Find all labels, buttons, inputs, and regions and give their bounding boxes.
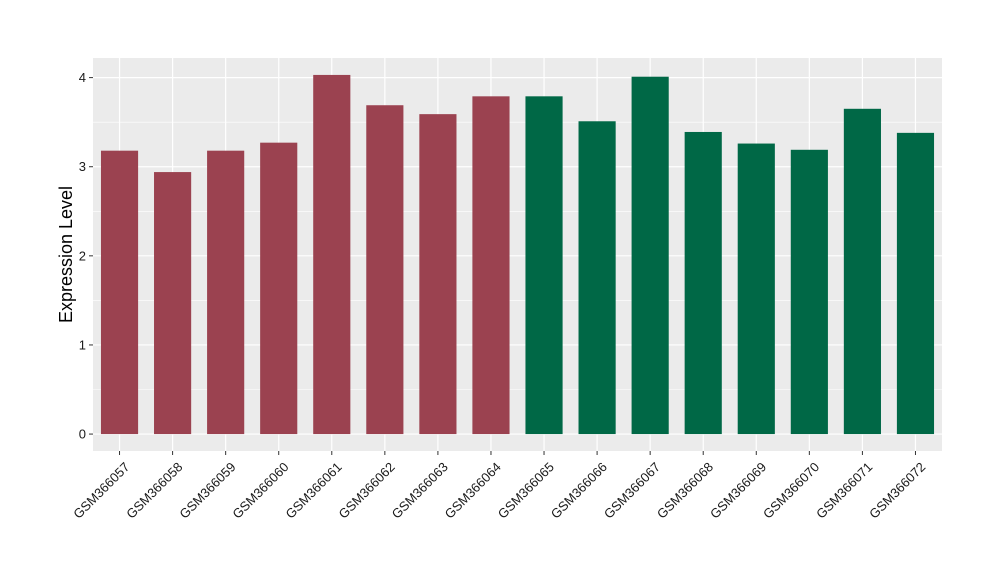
bar-GSM366058 (154, 172, 192, 435)
bar-GSM366057 (100, 150, 139, 435)
bar-GSM366069 (737, 143, 775, 435)
x-tick-label: GSM366062 (336, 459, 398, 521)
x-tick-label: GSM366063 (389, 459, 451, 521)
bar-GSM366072 (896, 132, 935, 435)
bar-GSM366063 (419, 114, 457, 435)
bar-GSM366061 (313, 74, 351, 435)
bar-GSM366062 (366, 105, 404, 435)
y-axis: 0 1 2 3 4 (79, 70, 93, 442)
x-tick-label: GSM366066 (548, 459, 610, 521)
bar-GSM366065 (525, 96, 563, 435)
x-tick-label: GSM366064 (442, 459, 504, 521)
x-tick-label: GSM366067 (601, 459, 663, 521)
x-tick-label: GSM366070 (760, 459, 822, 521)
x-tick-label: GSM366059 (176, 459, 238, 521)
bar-GSM366071 (843, 108, 881, 435)
bar-GSM366070 (790, 149, 828, 435)
bar-GSM366060 (260, 142, 298, 435)
bars-group (100, 74, 935, 435)
y-tick-label: 1 (79, 337, 86, 352)
y-tick-label: 0 (79, 427, 86, 442)
y-tick-label: 4 (79, 70, 86, 85)
x-axis: GSM366057GSM366058GSM366059GSM366060GSM3… (70, 451, 928, 522)
y-tick-label: 3 (79, 159, 86, 174)
y-tick-label: 2 (79, 248, 86, 263)
y-axis-title: Expression Level (56, 186, 76, 323)
bar-GSM366067 (631, 76, 669, 435)
x-tick-label: GSM366065 (495, 459, 557, 521)
x-tick-label: GSM366068 (654, 459, 716, 521)
x-tick-label: GSM366072 (866, 459, 928, 521)
bar-GSM366059 (207, 150, 245, 435)
x-tick-label: GSM366057 (70, 459, 132, 521)
bar-GSM366064 (472, 96, 510, 435)
bar-GSM366068 (684, 131, 722, 435)
x-tick-label: GSM366061 (282, 459, 344, 521)
x-tick-label: GSM366058 (123, 459, 185, 521)
x-tick-label: GSM366060 (229, 459, 291, 521)
x-tick-label: GSM366071 (813, 459, 875, 521)
x-tick-label: GSM366069 (707, 459, 769, 521)
bar-GSM366066 (578, 121, 616, 435)
